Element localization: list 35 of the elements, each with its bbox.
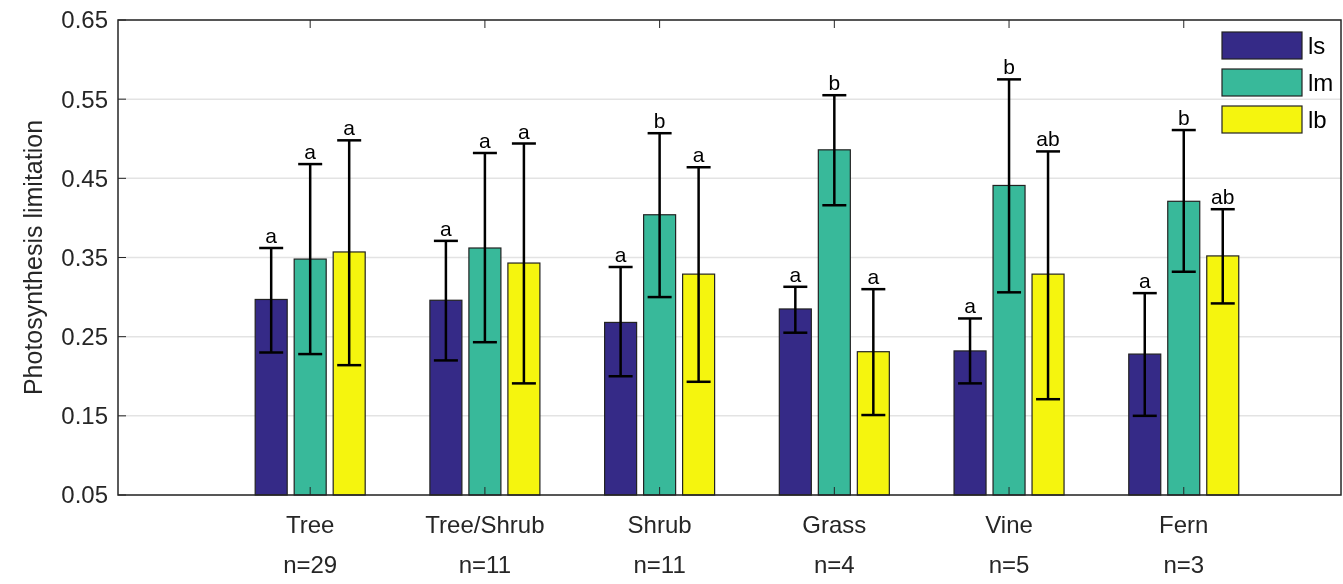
annotation: a — [304, 140, 317, 164]
annotation: ab — [1036, 127, 1060, 151]
annotation: b — [653, 109, 666, 133]
annotation: a — [343, 116, 356, 140]
y-tick-label: 0.45 — [61, 164, 108, 192]
annotation: ab — [1211, 185, 1235, 209]
y-tick-label: 0.35 — [61, 243, 108, 271]
x-tick-label: Vine n=5 — [985, 511, 1033, 578]
annotation: a — [265, 224, 278, 247]
x-tick-label: Shrub n=11 — [627, 511, 692, 578]
annotation: b — [1177, 106, 1190, 130]
annotation: a — [692, 143, 705, 167]
annotation: b — [1003, 55, 1015, 79]
y-axis-title: Photosynthesis limitation — [19, 119, 47, 396]
legend-label: ls — [1308, 32, 1326, 60]
y-tick-label: 0.05 — [61, 481, 108, 509]
annotation: a — [479, 129, 492, 152]
legend-label: lb — [1308, 106, 1327, 134]
annotation: a — [440, 216, 453, 240]
y-tick-label: 0.55 — [61, 85, 108, 113]
annotation: a — [614, 243, 627, 266]
x-tick-label: Fern n=3 — [1159, 511, 1209, 578]
annotation: a — [964, 294, 977, 318]
y-tick-label: 0.65 — [61, 6, 108, 34]
y-tick-label: 0.15 — [61, 402, 108, 430]
annotation: a — [1138, 269, 1151, 293]
annotation: a — [867, 265, 880, 289]
annotation: a — [518, 119, 531, 143]
x-tick-label: Tree n=29 — [283, 511, 338, 578]
annotation: a — [789, 262, 802, 286]
legend-label: lm — [1308, 69, 1334, 97]
x-tick-label: Grass n=4 — [802, 511, 867, 578]
y-tick-label: 0.25 — [61, 323, 108, 351]
annotation: b — [828, 71, 841, 95]
x-tick-label: Tree/Shrub n=11 — [425, 511, 545, 578]
